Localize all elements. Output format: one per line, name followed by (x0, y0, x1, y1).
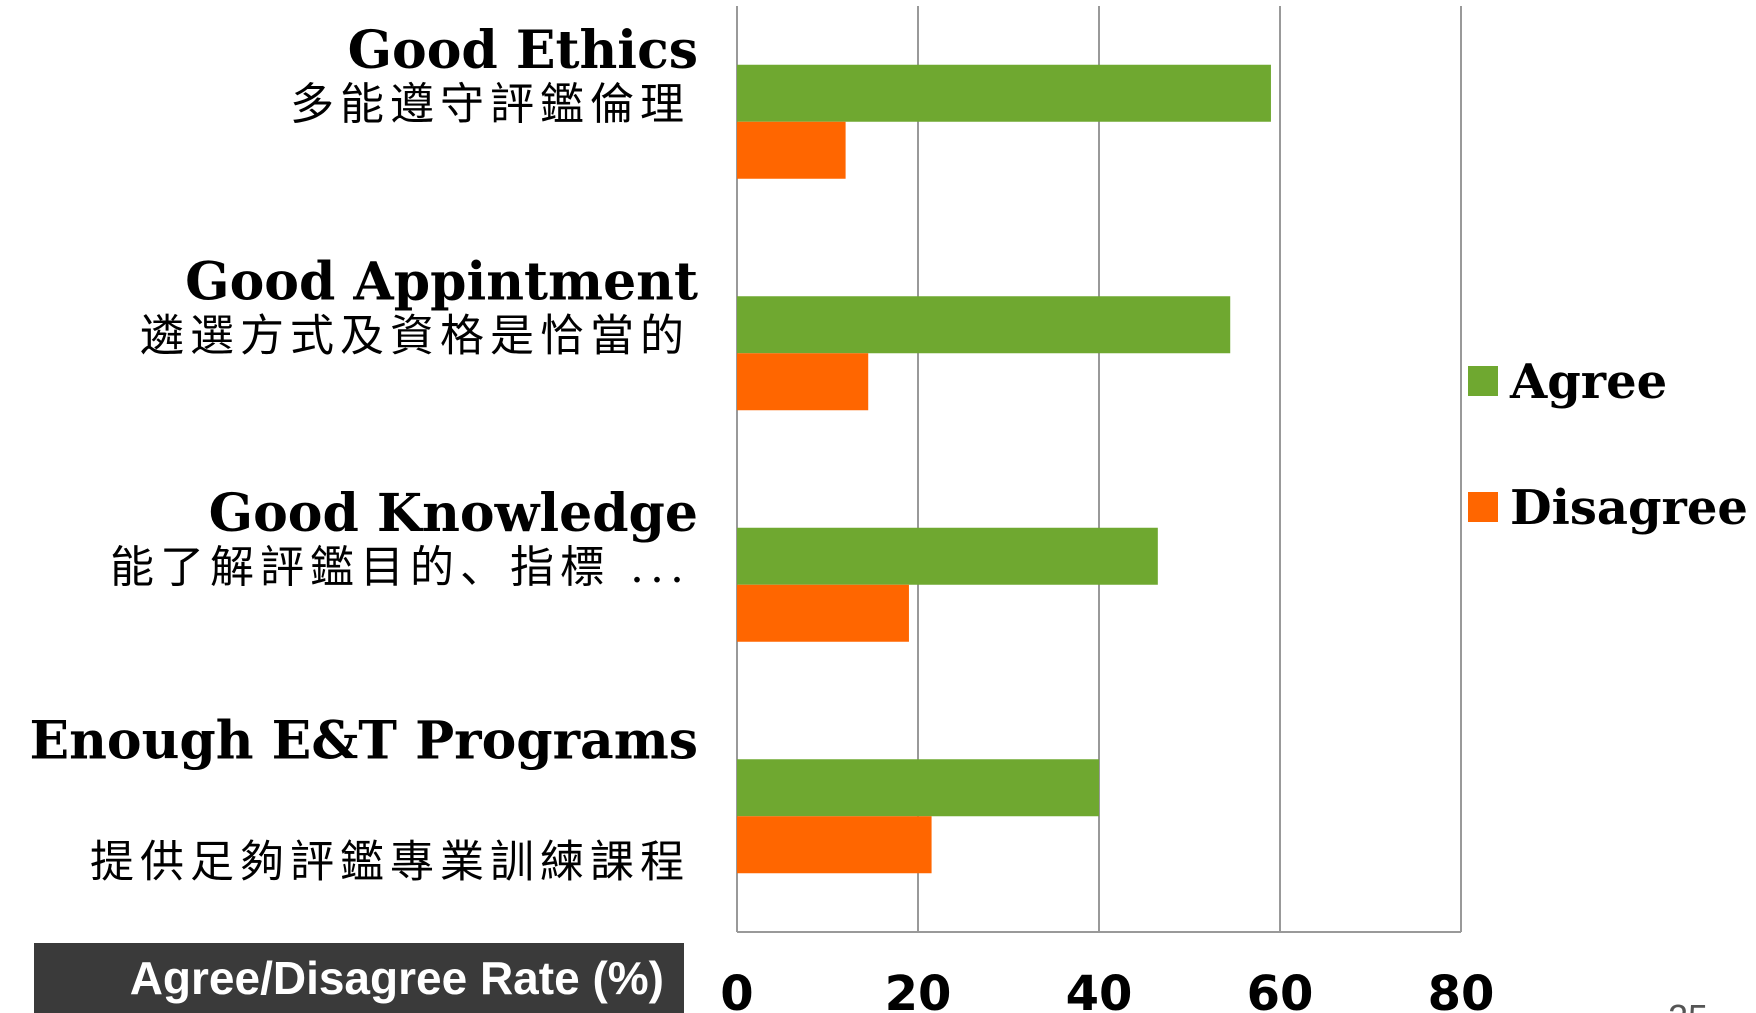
bar (737, 759, 1099, 817)
x-label-box (34, 943, 684, 1013)
x-axis-label: Agree/Disagree Rate (%) (130, 952, 664, 1004)
category-label: Good Ethics (348, 20, 698, 81)
category-subtitle: 能了解評鑑目的、指標 ... (110, 542, 690, 593)
category-label: Good Knowledge (209, 483, 698, 544)
category-label: Enough E&T Programs (29, 711, 698, 772)
legend-label: Agree (1509, 354, 1667, 410)
legend-label: Disagree (1510, 480, 1748, 536)
category-label: Good Appintment (185, 252, 698, 313)
x-tick-label: 0 (720, 966, 753, 1013)
legend-swatch (1468, 492, 1498, 522)
bar (737, 584, 909, 642)
bar (737, 816, 932, 874)
category-subtitle: 提供足夠評鑑專業訓練課程 (90, 837, 690, 888)
x-tick-label: 80 (1428, 966, 1495, 1013)
x-tick-label: 60 (1247, 966, 1314, 1013)
bar (737, 296, 1231, 354)
x-tick-label: 40 (1066, 966, 1133, 1013)
bar (737, 121, 846, 179)
category-subtitle: 多能遵守評鑑倫理 (290, 79, 690, 130)
bar (737, 527, 1158, 585)
bar (737, 64, 1271, 122)
legend-swatch (1468, 366, 1498, 396)
category-subtitle: 遴選方式及資格是恰當的 (140, 311, 690, 362)
page-number: 25 (1668, 997, 1708, 1013)
bar (737, 353, 869, 411)
x-tick-label: 20 (885, 966, 952, 1013)
